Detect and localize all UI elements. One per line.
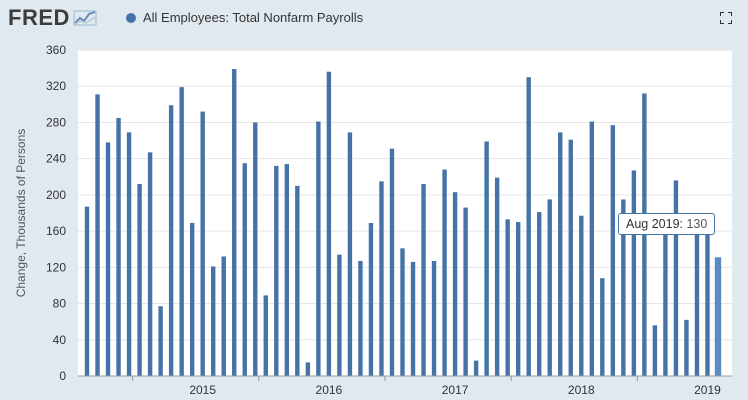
bar: [347, 132, 353, 376]
bar: [105, 142, 111, 376]
bar: [326, 71, 332, 376]
bar: [295, 185, 300, 376]
bar: [368, 222, 374, 376]
bar: [147, 152, 153, 376]
tooltip-date: Aug 2019:: [626, 217, 683, 231]
bar: [137, 184, 142, 376]
bar: [589, 121, 594, 376]
bar: [673, 180, 679, 376]
y-tick-label: 200: [46, 188, 66, 202]
bar: [337, 254, 342, 376]
bar: [505, 219, 510, 376]
bar: [463, 207, 468, 376]
x-tick-label: 2018: [568, 383, 595, 397]
bar: [84, 206, 90, 376]
chart-header: FRED All Employees: Total Nonfarm Payrol…: [0, 0, 748, 36]
bar: [568, 139, 573, 376]
x-tick-label: 2019: [694, 383, 721, 397]
bar: [652, 325, 658, 376]
bar: [389, 148, 395, 376]
bar: [558, 132, 563, 376]
bar: [200, 111, 205, 376]
bar: [263, 295, 268, 376]
legend[interactable]: All Employees: Total Nonfarm Payrolls: [126, 10, 363, 25]
bar: [452, 192, 458, 376]
bar: [631, 170, 637, 376]
y-tick-label: 80: [53, 297, 67, 311]
bar: [537, 212, 542, 376]
y-tick-label: 360: [46, 43, 66, 57]
bar: [494, 177, 500, 376]
bar: [358, 260, 363, 376]
bar: [547, 199, 552, 376]
bar: [610, 125, 616, 376]
bar: [221, 256, 226, 376]
bar: [526, 77, 531, 377]
bar: [473, 360, 479, 376]
bar: [663, 222, 668, 376]
x-tick-label: 2016: [316, 383, 343, 397]
y-tick-label: 120: [46, 260, 66, 274]
logo-text: FRED: [8, 5, 70, 30]
bar: [316, 121, 321, 376]
legend-marker-icon: [126, 12, 136, 23]
fred-logo[interactable]: FRED: [8, 5, 97, 31]
bar: [305, 362, 311, 376]
bar: [126, 132, 132, 376]
bar: [705, 232, 710, 376]
bar: [621, 199, 626, 376]
y-tick-label: 40: [53, 333, 67, 347]
bar: [410, 261, 416, 376]
y-tick-label: 280: [46, 115, 66, 129]
bar: [179, 87, 184, 376]
chart-tooltip: Aug 2019: 130: [618, 213, 716, 235]
bar: [694, 214, 700, 376]
bar: [284, 164, 290, 376]
bar: [242, 163, 247, 376]
bar: [168, 105, 174, 377]
bar: [579, 215, 584, 376]
bar: [431, 260, 437, 376]
x-tick-label: 2015: [189, 383, 216, 397]
y-tick-label: 0: [59, 369, 66, 383]
bar: [253, 122, 258, 376]
y-tick-label: 160: [46, 224, 66, 238]
bar: [274, 165, 279, 376]
bar: [400, 248, 405, 376]
y-tick-label: 320: [46, 79, 66, 93]
bar: [158, 306, 163, 376]
legend-label: All Employees: Total Nonfarm Payrolls: [143, 10, 364, 25]
bar: [421, 184, 426, 376]
logo-graph-icon: [72, 9, 97, 27]
y-tick-label: 240: [46, 152, 66, 166]
highlighted-bar: [714, 257, 722, 376]
bar: [211, 266, 216, 376]
tooltip-value: 130: [686, 217, 708, 231]
bar: [684, 319, 689, 376]
bar: [442, 169, 447, 376]
x-tick-label: 2017: [442, 383, 469, 397]
bar: [95, 94, 100, 377]
bar: [600, 278, 605, 376]
bar: [379, 181, 384, 376]
bar: [189, 222, 195, 376]
bar: [232, 69, 237, 377]
bar: [484, 141, 489, 376]
bar: [116, 117, 121, 377]
bar: [515, 222, 521, 376]
